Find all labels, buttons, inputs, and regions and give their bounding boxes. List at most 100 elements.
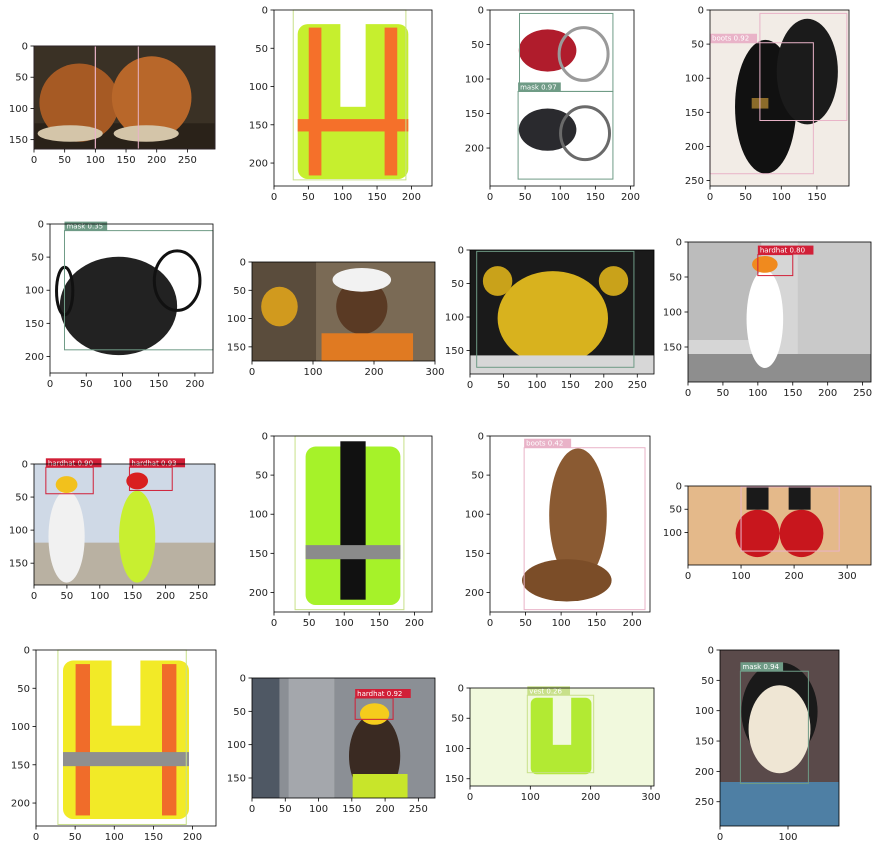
y-tick-label: 0: [676, 482, 682, 493]
y-tick-label: 0: [262, 6, 268, 17]
y-tick-label: 200: [695, 767, 714, 778]
x-tick-label: 200: [183, 832, 202, 843]
x-tick-label: 150: [144, 832, 163, 843]
image-panel-15: vest 0.26 0 100 200 300 0 50 100 150: [445, 684, 661, 804]
x-tick-label: 50: [69, 832, 82, 843]
scene-shape: [113, 125, 179, 142]
x-tick-label: 200: [402, 192, 421, 203]
scene-shape: [688, 354, 871, 382]
detection-label: hardhat 0.92: [357, 690, 402, 698]
y-tick-label: 100: [695, 706, 714, 717]
x-tick-label: 50: [519, 192, 532, 203]
x-tick-label: 200: [785, 571, 804, 582]
scene-shape: [288, 678, 335, 798]
x-tick-label: 100: [303, 367, 322, 378]
y-tick-label: 50: [17, 684, 30, 695]
panel-image: [470, 250, 654, 374]
axes-frame: [49, 223, 214, 374]
y-tick-label: 50: [233, 707, 246, 718]
scene-shape: [336, 278, 388, 335]
axes-frame: [35, 649, 217, 827]
x-tick-label: 250: [409, 804, 428, 815]
scene-shape: [75, 664, 90, 816]
panel-image: [470, 688, 654, 786]
axes-frame: [33, 463, 216, 586]
scene-shape: [37, 125, 103, 142]
y-tick-label: 200: [465, 588, 484, 599]
x-tick-label: 100: [778, 832, 797, 843]
y-tick-label: 150: [465, 109, 484, 120]
x-tick-label: 50: [303, 618, 316, 629]
y-tick-label: 150: [445, 346, 464, 357]
y-tick-label: 50: [701, 676, 714, 687]
axes-frame: [251, 677, 436, 799]
image-panel-9: hardhat 0.90 hardhat 0.93 0 50 100 150 200 250 0…: [9, 458, 216, 602]
scene-shape: [340, 441, 366, 600]
y-tick-label: 0: [458, 684, 464, 695]
image-panel-2: 0 50 100 150 200 0 50 100 150 200: [249, 6, 433, 203]
y-tick-label: 50: [451, 714, 464, 725]
scene-shape: [111, 655, 141, 726]
panel-plot: 0 50 100 150 200 250 0 50 100 150: [9, 42, 216, 166]
scene-shape: [752, 256, 778, 273]
panel-plot: 0 50 100 150 200 0 50 100 150 200: [249, 6, 433, 203]
x-tick-label: 150: [807, 192, 826, 203]
scene-shape: [384, 27, 398, 176]
y-tick-label: 0: [22, 460, 28, 471]
y-tick-label: 0: [262, 432, 268, 443]
x-tick-label: 200: [623, 618, 642, 629]
image-panel-8: hardhat 0.80 0 50 100 150 200 250 0 50 100 150: [663, 238, 872, 400]
detection-box-boots: [759, 12, 848, 122]
x-tick-label: 200: [147, 155, 166, 166]
image-panel-16: mask 0.94 0 100 0 50 100 150 200 250: [695, 646, 840, 843]
detection-label-bg: [45, 458, 102, 468]
panel-plot: mask 0.94 0 100 0 50 100 150 200 250: [695, 646, 840, 843]
scene-shape: [776, 18, 838, 125]
y-tick-label: 50: [471, 40, 484, 51]
x-tick-label: 300: [641, 792, 660, 803]
scene-shape: [321, 333, 414, 361]
scene-shape: [748, 685, 811, 774]
x-tick-label: 0: [271, 192, 277, 203]
x-tick-label: 50: [80, 379, 93, 390]
y-tick-label: 150: [695, 737, 714, 748]
axes-frame: [469, 687, 655, 787]
panel-plot: 0 50 100 150 200 0 50 100 150 200: [249, 432, 433, 629]
y-tick-label: 50: [15, 73, 28, 84]
detection-label-bg: [64, 221, 108, 231]
y-tick-label: 0: [240, 258, 246, 269]
y-tick-label: 50: [669, 505, 682, 516]
x-tick-label: 200: [818, 388, 837, 399]
scene-shape: [261, 286, 298, 327]
detection-box-mask: [739, 670, 809, 785]
detection-label-bg: [518, 82, 561, 92]
y-tick-label: 50: [669, 273, 682, 284]
x-tick-label: 0: [467, 792, 473, 803]
y-tick-label: 100: [663, 528, 682, 539]
scene-shape: [359, 703, 390, 725]
image-panel-3: mask 0.97 0 50 100 150 200 0 50 100 150 200: [465, 6, 640, 204]
scene-shape: [746, 270, 784, 368]
x-tick-label: 150: [783, 388, 802, 399]
x-tick-label: 0: [31, 155, 37, 166]
image-panel-14: hardhat 0.92 0 50 100 150 200 250 0 50 100 150: [227, 674, 436, 815]
y-tick-label: 150: [249, 549, 268, 560]
x-tick-label: 200: [364, 367, 383, 378]
scene-shape: [688, 486, 871, 565]
axes-frame: [687, 485, 872, 566]
x-tick-label: 100: [527, 380, 546, 391]
panel-plot: vest 0.26 0 100 200 300 0 50 100 150: [445, 684, 661, 804]
x-tick-label: 0: [249, 367, 255, 378]
x-tick-label: 200: [185, 379, 204, 390]
detection-box-hardhat: [757, 254, 794, 277]
x-tick-label: 150: [587, 618, 606, 629]
y-tick-label: 150: [445, 774, 464, 785]
y-tick-label: 100: [227, 740, 246, 751]
x-tick-label: 100: [731, 571, 750, 582]
panel-image: [688, 242, 871, 382]
y-tick-label: 0: [38, 220, 44, 231]
y-tick-label: 150: [11, 760, 30, 771]
x-tick-label: 50: [58, 155, 71, 166]
detection-label-bg: [527, 686, 571, 696]
panel-plot: hardhat 0.92 0 50 100 150 200 250 0 50 100 150: [227, 674, 436, 815]
